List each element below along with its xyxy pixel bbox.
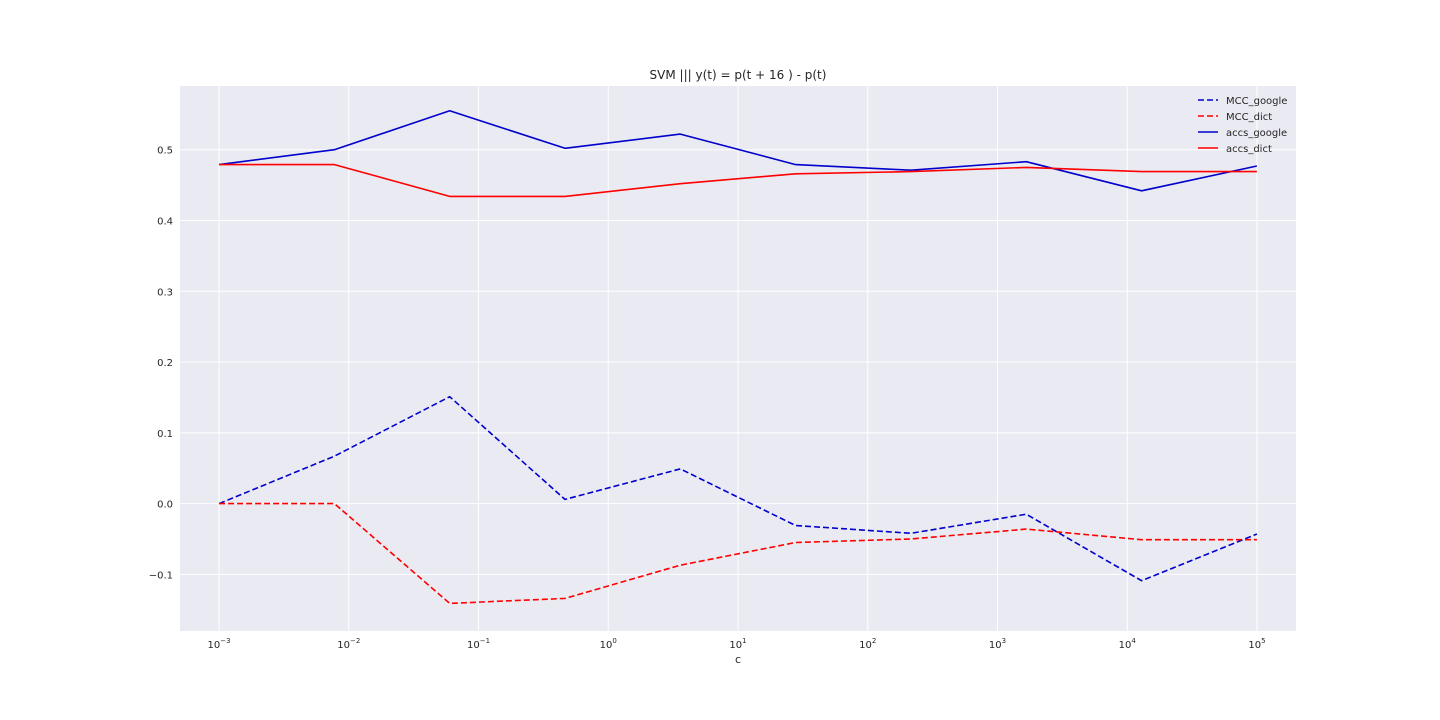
y-tick-label: 0.5 — [157, 146, 173, 157]
x-tick-label: 104 — [1119, 637, 1137, 651]
x-tick-label: 10−2 — [337, 637, 360, 651]
x-axis-label: c — [735, 653, 741, 666]
series-layer — [218, 110, 1258, 605]
series-line-mcc-google — [218, 395, 1258, 582]
y-tick-label: 0.4 — [157, 216, 173, 227]
legend-label: accs_dict — [1226, 144, 1272, 155]
y-tick-label: 0.3 — [157, 287, 173, 298]
legend: MCC_google MCC_dict accs_google accs_dict — [1198, 96, 1287, 155]
x-tick-label: 102 — [859, 637, 876, 651]
x-tick-label: 103 — [989, 637, 1006, 651]
series-line-accs-google — [218, 110, 1258, 192]
legend-label: MCC_google — [1226, 96, 1287, 107]
legend-label: accs_google — [1226, 128, 1287, 139]
legend-label: MCC_dict — [1226, 112, 1272, 123]
y-tick-label: −0.1 — [149, 570, 173, 581]
x-tick-label: 10−1 — [467, 637, 490, 651]
y-tick-label: 0.1 — [157, 429, 173, 440]
x-axis-ticks: 10−3 10−2 10−1 100 101 102 103 104 105 — [208, 637, 1266, 651]
y-axis-ticks: −0.1 0.0 0.1 0.2 0.3 0.4 0.5 — [149, 146, 173, 582]
y-tick-label: 0.2 — [157, 358, 173, 369]
series-line-mcc-dict — [219, 502, 1257, 605]
x-tick-label: 10−3 — [208, 637, 231, 651]
x-tick-label: 105 — [1248, 637, 1265, 651]
x-tick-label: 101 — [729, 637, 746, 651]
series-line-accs-dict — [219, 163, 1257, 198]
chart-title: SVM ||| y(t) = p(t + 16 ) - p(t) — [650, 68, 827, 82]
grid — [180, 86, 1296, 631]
y-tick-label: 0.0 — [157, 500, 173, 511]
x-tick-label: 100 — [600, 637, 617, 651]
